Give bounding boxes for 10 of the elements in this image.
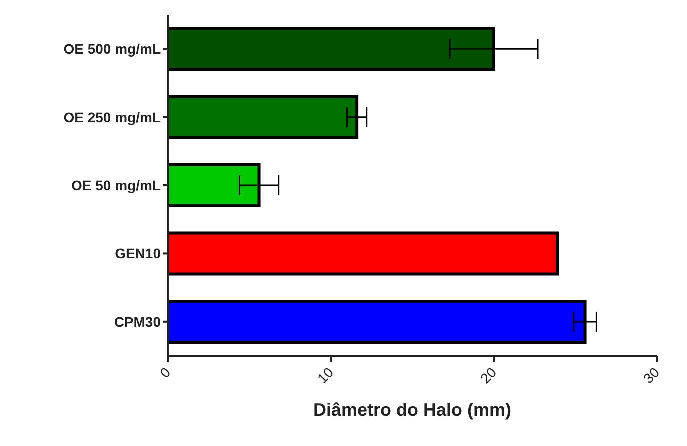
x-tick-label: 10	[314, 364, 337, 387]
y-tick-label: GEN10	[115, 246, 162, 262]
y-tick-label: CPM30	[114, 314, 162, 330]
y-tick-label: OE 500 mg/mL	[64, 41, 162, 58]
x-axis-title: Diâmetro do Halo (mm)	[313, 400, 512, 420]
y-tick-label: OE 50 mg/mL	[72, 177, 162, 194]
y-tick-label: OE 250 mg/mL	[64, 109, 162, 126]
x-tick-label: 30	[640, 364, 663, 387]
x-tick-label: 20	[477, 364, 500, 387]
x-tick-label: 0	[156, 364, 174, 382]
